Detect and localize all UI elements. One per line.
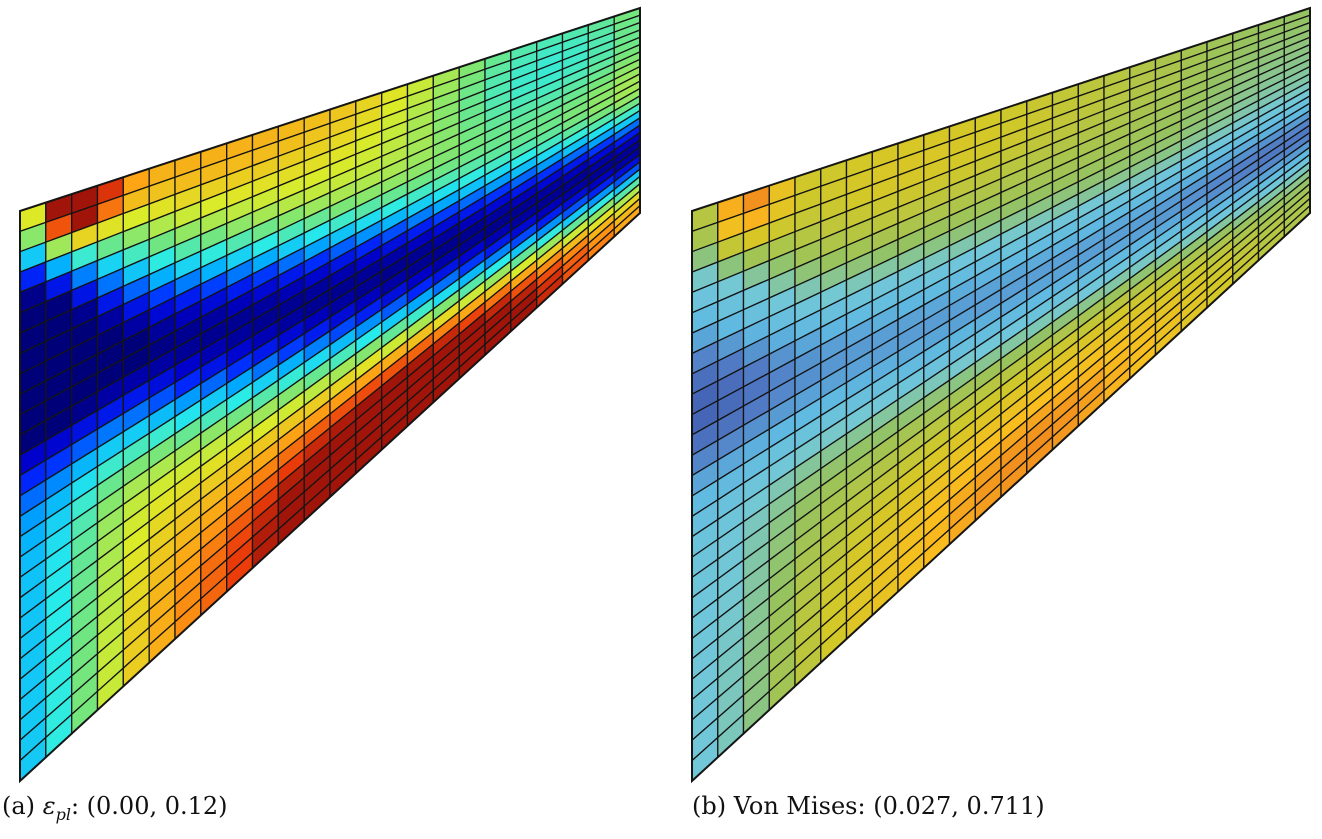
panel-b-von-mises: (b) Von Mises: (0.027, 0.711): [662, 0, 1322, 839]
caption-b: (b) Von Mises: (0.027, 0.711): [692, 790, 1045, 822]
caption-a-tag: (a): [2, 792, 36, 820]
caption-b-range: (0.027, 0.711): [873, 792, 1045, 820]
caption-a-subscript: pl: [55, 804, 71, 824]
mesh-b-cells: [691, 7, 1311, 783]
caption-b-tag: (b): [692, 792, 727, 820]
panel-a-plastic-strain: (a) εpl: (0.00, 0.12): [0, 0, 660, 839]
mesh-a-outline: [19, 6, 641, 784]
caption-a-colon: :: [70, 792, 80, 820]
mesh-a-cells: [19, 7, 641, 783]
caption-a-range: (0.00, 0.12): [86, 792, 228, 820]
caption-a: (a) εpl: (0.00, 0.12): [2, 790, 228, 831]
caption-b-label: Von Mises:: [733, 792, 866, 820]
mesh-plot-von-mises: [691, 6, 1311, 784]
mesh-plot-plastic-strain: [19, 6, 641, 784]
caption-a-symbol: ε: [42, 792, 56, 820]
mesh-b-outline: [691, 6, 1311, 784]
